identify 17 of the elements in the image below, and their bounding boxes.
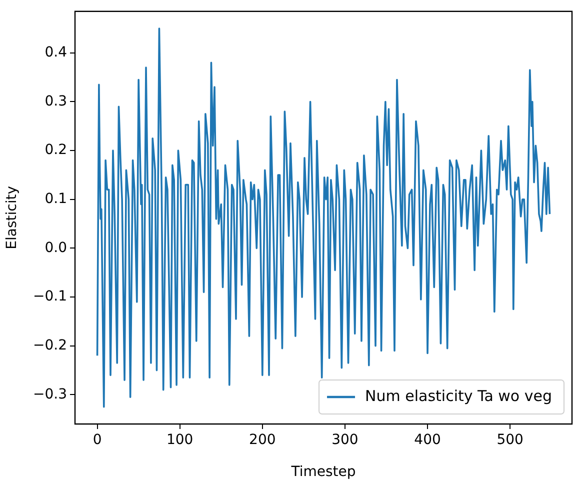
y-tick-label: 0.1 [44, 191, 67, 208]
y-tick-label: 0.4 [44, 44, 68, 61]
y-tick-label: −0.3 [33, 386, 67, 402]
y-axis-title: Elasticity [4, 186, 20, 250]
y-tick-label: −0.1 [33, 288, 67, 305]
x-tick-label: 0 [92, 432, 102, 448]
x-tick-label: 100 [166, 432, 194, 448]
x-tick-label: 200 [249, 432, 276, 448]
x-tick-label: 300 [332, 432, 358, 448]
y-tick-label: 0.2 [44, 142, 67, 158]
y-tick-label: 0.3 [44, 93, 67, 110]
legend-label: Num elasticity Ta wo veg [365, 386, 552, 405]
y-tick-label: −0.2 [33, 338, 67, 354]
x-tick-label: 400 [414, 432, 441, 448]
x-tick-label: 500 [496, 432, 524, 448]
y-tick-label: 0.0 [44, 240, 67, 256]
x-axis-title: Timestep [290, 464, 356, 480]
